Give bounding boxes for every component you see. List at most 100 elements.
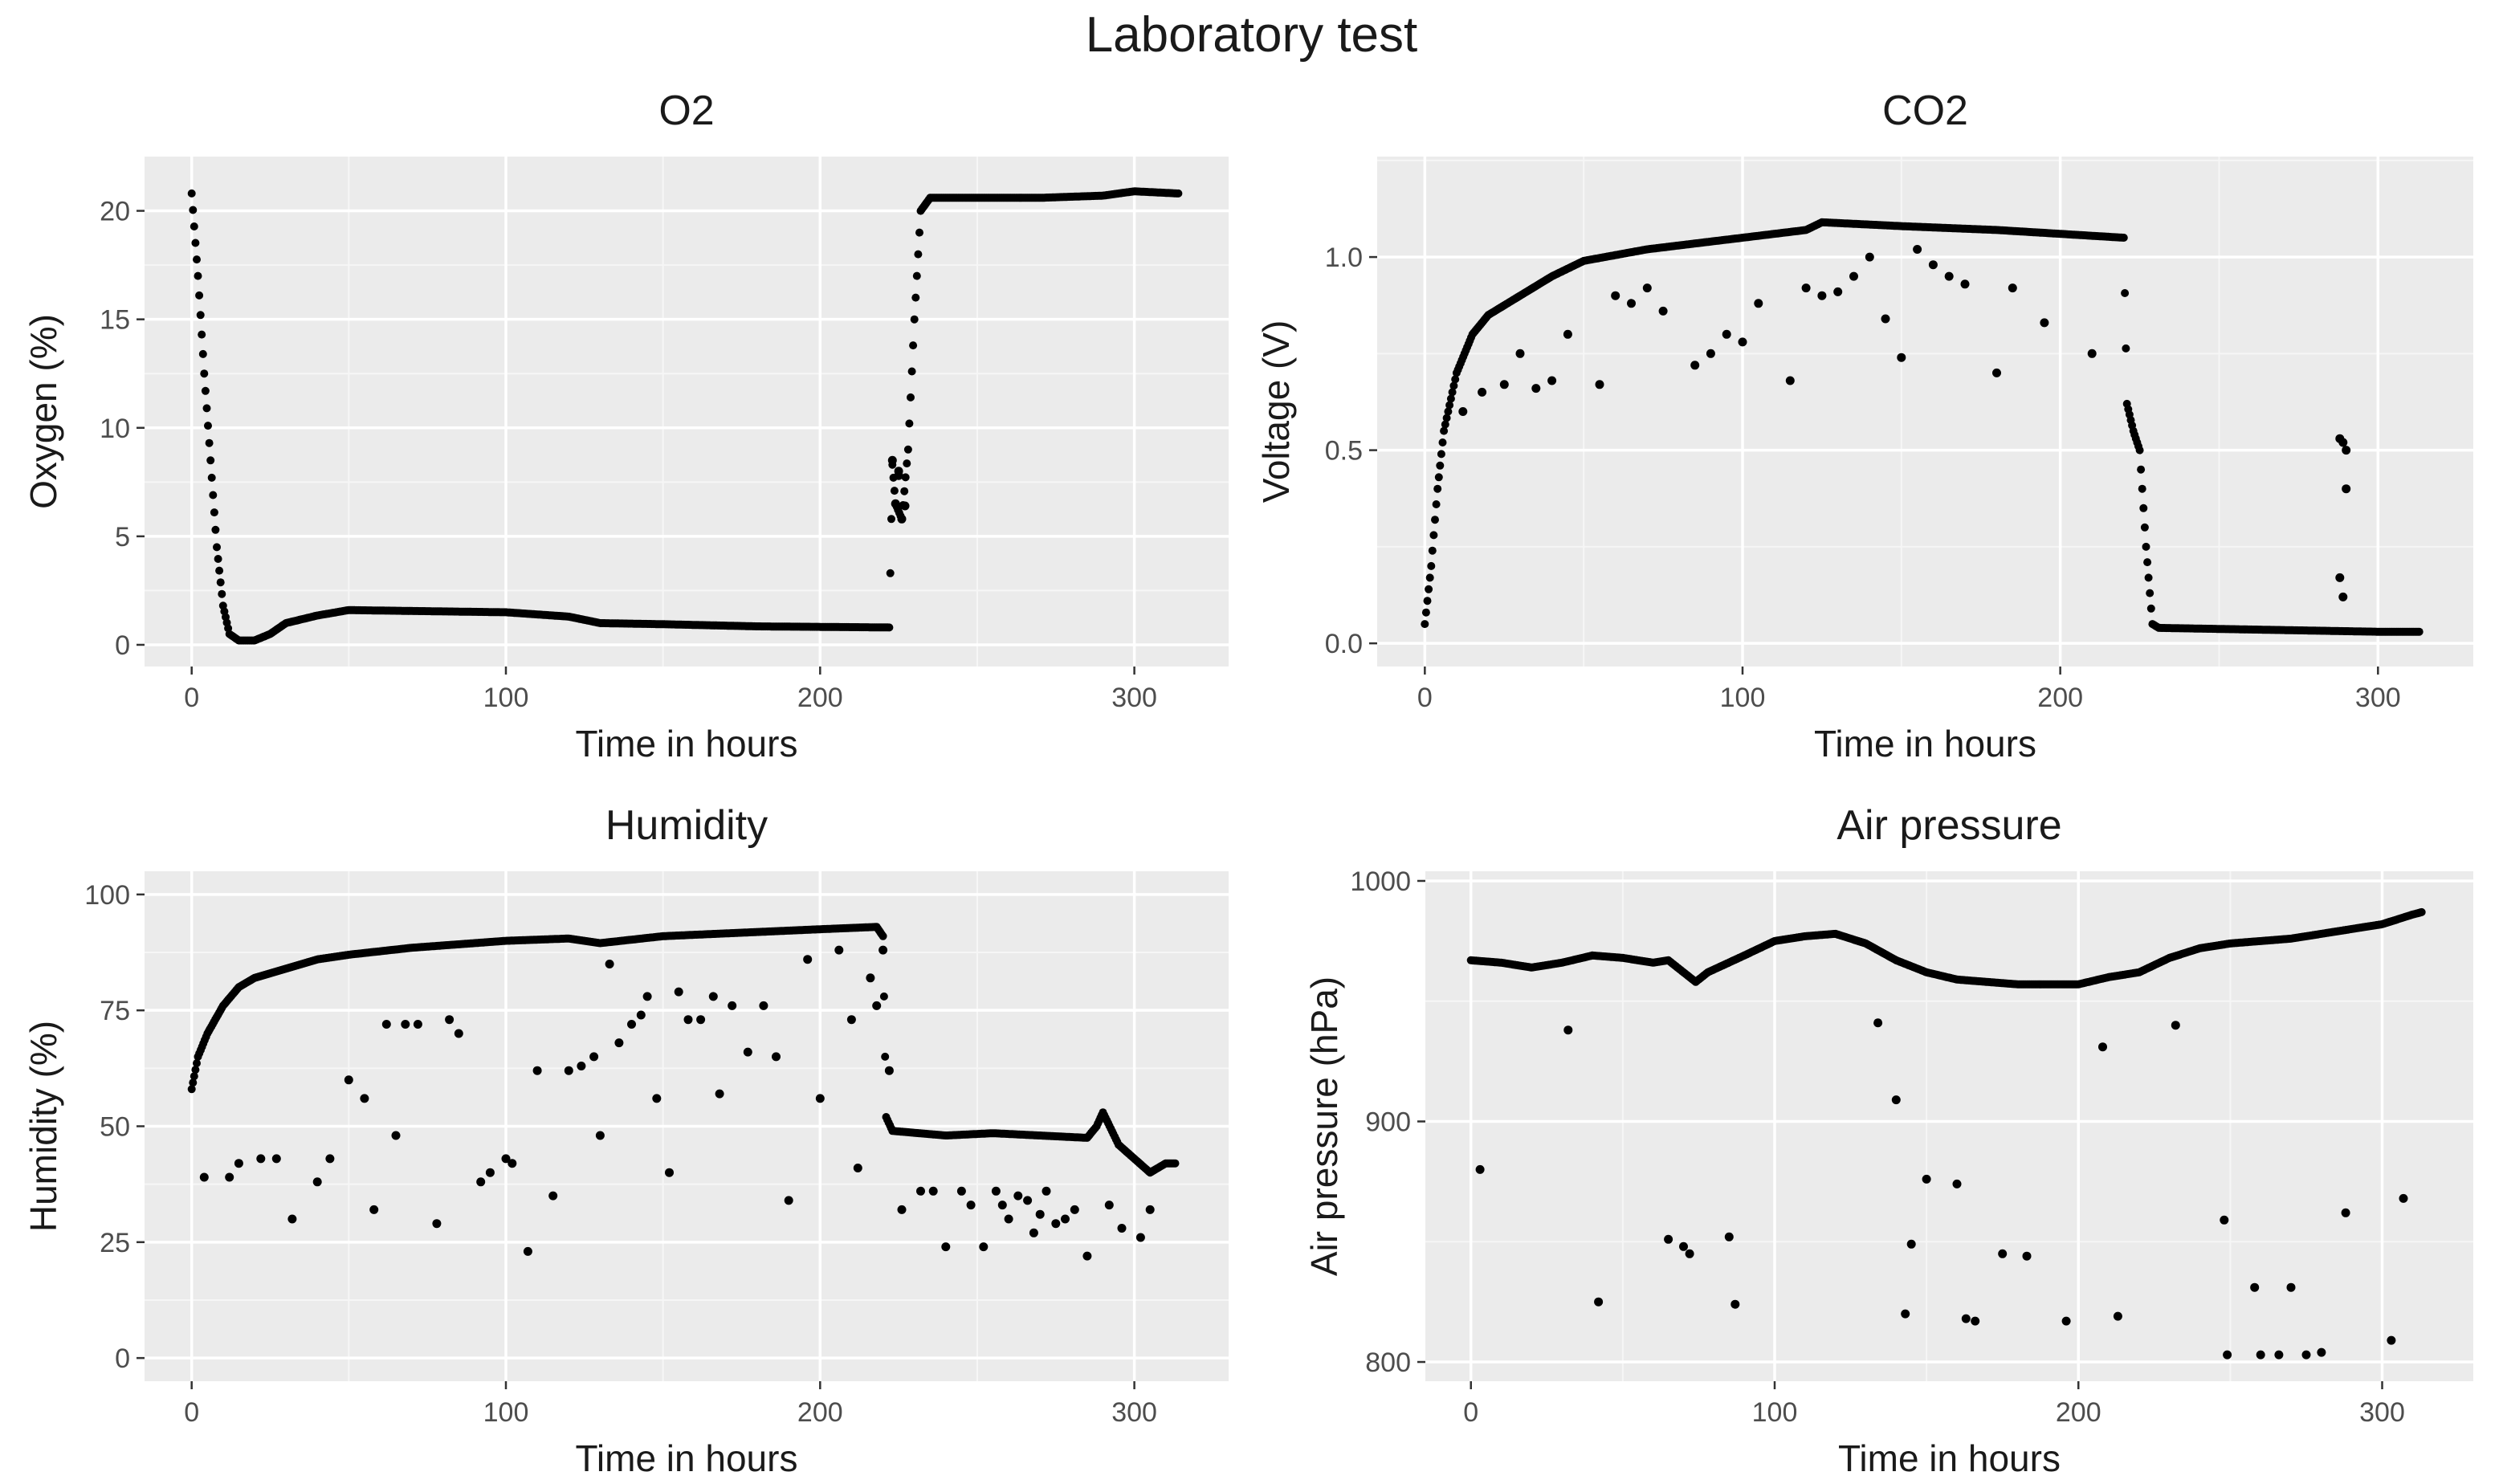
air-pressure-outlier-point <box>1906 1239 1916 1249</box>
humidity-outlier-point <box>897 1205 907 1214</box>
co2-data-point <box>1431 516 1439 524</box>
humidity-outlier-point <box>683 1015 693 1025</box>
humidity-x-tick-label: 300 <box>1111 1397 1157 1428</box>
humidity-outlier-point <box>979 1242 989 1252</box>
humidity-y-axis-label: Humidity (%) <box>22 1021 64 1232</box>
co2-y-tick-label: 0.0 <box>1325 629 1363 659</box>
co2-data-point <box>2135 446 2144 455</box>
co2-outlier-point <box>1706 349 1715 358</box>
humidity-outlier-point <box>432 1219 442 1229</box>
co2-data-point <box>1429 531 1438 540</box>
o2-data-point <box>905 419 914 428</box>
o2-data-point <box>907 367 916 376</box>
air-pressure-outlier-point <box>2113 1311 2122 1321</box>
co2-outlier-point <box>1478 387 1487 397</box>
o2-data-point <box>211 525 220 534</box>
air-pressure-outlier-point <box>1664 1234 1673 1244</box>
air-pressure-outlier-point <box>1873 1018 1883 1028</box>
humidity-outlier-point <box>595 1131 605 1140</box>
co2-outlier-point <box>2338 592 2348 601</box>
air-pressure-x-tick-label: 300 <box>2359 1397 2405 1428</box>
air-pressure-chart-title: Air pressure <box>1836 802 2061 849</box>
humidity-outlier-point <box>1135 1233 1145 1242</box>
humidity-outlier-point <box>846 1015 856 1025</box>
humidity-outlier-point <box>991 1186 1001 1196</box>
co2-outlier-point <box>2087 349 2097 358</box>
humidity-outlier-point <box>803 955 813 964</box>
air-pressure-x-tick-label: 200 <box>2056 1397 2101 1428</box>
co2-outlier-point <box>1785 376 1795 385</box>
air-pressure-outlier-point <box>1475 1164 1485 1174</box>
co2-data-point <box>1444 407 1453 416</box>
humidity-outlier-point <box>589 1052 599 1062</box>
air-pressure-outlier-point <box>2098 1042 2107 1052</box>
co2-outlier-point <box>1642 283 1652 293</box>
humidity-data-point <box>190 1072 198 1081</box>
o2-outlier-point <box>887 455 897 465</box>
humidity-outlier-point <box>501 1154 511 1164</box>
co2-outlier-point <box>2342 484 2351 494</box>
o2-data-point <box>202 404 211 413</box>
co2-x-axis-label: Time in hours <box>1814 723 2036 764</box>
humidity-outlier-point <box>476 1177 486 1187</box>
o2-data-point <box>195 291 204 300</box>
o2-data-point <box>886 569 895 577</box>
humidity-outlier-point <box>1145 1205 1155 1214</box>
co2-outlier-point <box>1881 314 1890 324</box>
air-pressure-y-tick-label: 900 <box>1365 1107 1411 1138</box>
o2-data-point <box>194 271 202 280</box>
co2-data-point <box>1423 597 1432 605</box>
humidity-outlier-point <box>834 945 844 955</box>
air-pressure-y-axis-label: Air pressure (hPa) <box>1303 976 1345 1276</box>
co2-data-point <box>2144 573 2153 582</box>
air-pressure-outlier-point <box>2061 1316 2071 1326</box>
humidity-data-point <box>187 1085 196 1094</box>
o2-data-point <box>193 255 201 264</box>
o2-x-axis-label: Time in hours <box>576 723 798 764</box>
air-pressure-outlier-point <box>2387 1335 2396 1345</box>
air-pressure-outlier-point <box>2301 1350 2311 1360</box>
o2-data-point <box>890 487 899 495</box>
co2-data-point <box>1428 546 1437 555</box>
humidity-outlier-point <box>508 1159 517 1168</box>
co2-chart-title: CO2 <box>1882 88 1968 134</box>
humidity-outlier-point <box>956 1186 966 1196</box>
co2-data-point <box>2146 604 2155 613</box>
humidity-outlier-point <box>454 1029 463 1038</box>
humidity-y-tick-label: 25 <box>100 1228 130 1258</box>
humidity-outlier-point <box>884 1066 894 1075</box>
humidity-outlier-point <box>878 945 888 955</box>
humidity-outlier-point <box>271 1154 281 1164</box>
o2-data-point <box>907 393 915 402</box>
co2-data-point <box>1425 585 1433 593</box>
humidity-outlier-point <box>916 1186 925 1196</box>
humidity-x-tick-label: 200 <box>797 1397 843 1428</box>
humidity-outlier-point <box>784 1196 793 1205</box>
o2-data-point <box>210 508 218 517</box>
co2-data-point <box>1436 461 1445 470</box>
o2-data-point <box>887 515 895 524</box>
humidity-outlier-point <box>853 1164 862 1172</box>
air-pressure-outlier-point <box>2256 1350 2265 1360</box>
humidity-outlier-point <box>1061 1214 1070 1224</box>
co2-data-point <box>2137 465 2146 474</box>
air-pressure-x-tick-label: 0 <box>1463 1397 1478 1428</box>
co2-data-point <box>1421 608 1430 617</box>
air-pressure-outlier-point <box>1563 1025 1573 1035</box>
humidity-outlier-point <box>728 1001 737 1010</box>
humidity-outlier-point <box>997 1201 1007 1210</box>
humidity-outlier-point <box>369 1205 379 1214</box>
co2-data-point <box>1442 414 1451 422</box>
air-pressure-y-tick-label: 800 <box>1365 1347 1411 1378</box>
co2-y-tick-label: 1.0 <box>1325 243 1363 273</box>
humidity-outlier-point <box>256 1154 266 1164</box>
humidity-data-point <box>881 1052 890 1061</box>
co2-data-point <box>1449 381 1458 390</box>
humidity-outlier-point <box>577 1062 586 1070</box>
co2-outlier-point <box>1547 376 1557 385</box>
co2-outlier-point <box>1658 306 1668 316</box>
co2-outlier-point <box>2040 318 2049 328</box>
humidity-outlier-point <box>1051 1219 1061 1229</box>
